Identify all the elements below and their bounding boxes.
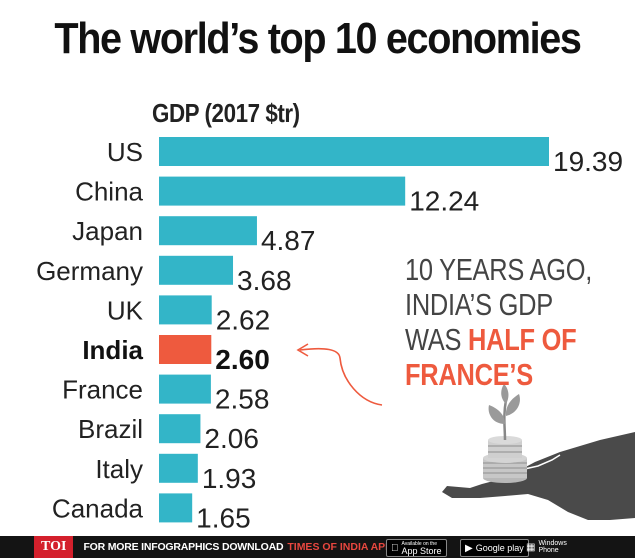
value-label-japan: 4.87 [261,225,316,256]
category-label-brazil: Brazil [78,414,143,444]
bar-us [159,137,549,166]
sprout-in-coins-icon [483,384,527,483]
bar-uk [159,295,212,325]
apple-icon:  [391,543,399,554]
windows-icon: ▦ [526,541,536,553]
play-icon: ▶ [465,542,473,554]
value-label-india: 2.60 [215,344,269,375]
bar-china [159,176,406,206]
value-label-italy: 1.93 [202,463,256,494]
google-play-badge[interactable]: ▶ Google play [460,539,529,557]
bar-india [159,335,212,364]
annotation-text: 10 YEARS AGO, INDIA’S GDP WAS HALF OF FR… [405,252,592,392]
chart-title: The world’s top 10 economies [54,14,582,63]
category-label-us: US [107,137,143,167]
footer-text: FOR MORE INFOGRAPHICS DOWNLOAD [83,541,284,553]
category-label-germany: Germany [36,256,143,286]
footer-bar: TOI FOR MORE INFOGRAPHICS DOWNLOAD TIMES… [0,536,635,558]
y-axis-label: GDP (2017 $tr) [152,98,300,128]
toi-logo[interactable]: TOI [34,536,74,558]
annotation-line-3: WAS HALF OF [405,322,592,357]
app-store-text: App Store [394,545,442,556]
windows-phone-text: Windows Phone [538,540,567,554]
annotation-line-2: INDIA’S GDP [405,287,553,322]
bar-canada [159,493,193,523]
value-label-uk: 2.62 [216,304,271,335]
annotation-line-3-normal: WAS [405,322,469,357]
app-store-small-text: Available on the [394,540,438,547]
bar-germany [159,255,234,285]
footer-brand-link[interactable]: TIMES OF INDIA APP [287,541,393,553]
annotation-line-1: 10 YEARS AGO, [405,252,593,287]
value-label-brazil: 2.06 [204,423,258,454]
bar-france [159,374,211,404]
category-label-india: India [82,335,143,365]
category-label-china: China [75,177,143,207]
value-label-canada: 1.65 [196,502,251,533]
open-hand-icon [442,432,635,520]
google-play-text: Google play [475,543,524,553]
value-label-germany: 3.68 [237,265,291,296]
windows-phone-badge[interactable]: ▦ Windows Phone [522,539,576,555]
bars-group: US 19.39 China 12.24 Japan 4.87 Germany 3.68 UK 2… [36,137,623,533]
value-label-france: 2.58 [215,384,270,415]
curved-arrow-icon [299,347,383,406]
category-label-canada: Canada [52,493,144,523]
illustration [296,343,635,520]
annotation-highlight-1: HALF OF [468,322,577,357]
bar-brazil [159,414,201,444]
category-label-france: France [62,375,143,405]
value-label-china: 12.24 [409,186,479,217]
annotation-highlight-2: FRANCE’S [405,357,533,392]
category-label-italy: Italy [95,454,143,484]
bar-japan [159,216,257,246]
value-label-us: 19.39 [553,146,623,177]
category-label-uk: UK [107,295,144,325]
bar-italy [159,453,198,483]
category-label-japan: Japan [72,216,143,246]
